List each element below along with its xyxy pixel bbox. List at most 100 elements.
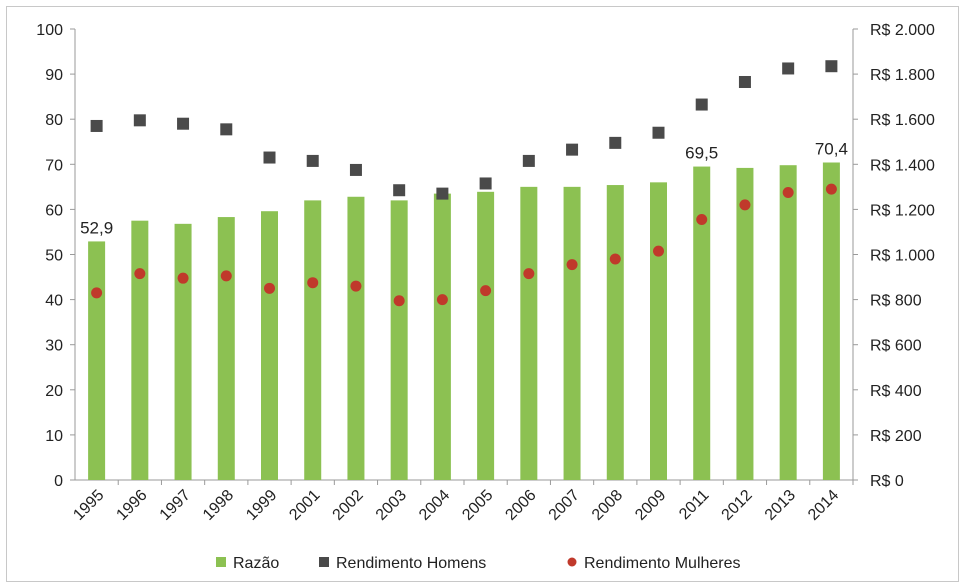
right-axis-tick-label: R$ 1.800 (870, 67, 935, 84)
data-label: 69,5 (685, 144, 718, 163)
x-axis-tick-label: 2004 (416, 487, 453, 524)
left-axis-tick-label: 20 (45, 383, 63, 400)
bar-razao (693, 166, 711, 480)
x-axis-tick-label: 2009 (632, 487, 669, 524)
left-axis-tick-label: 60 (45, 202, 63, 219)
point-rendimento-homens (349, 163, 362, 176)
left-axis-tick-label: 50 (45, 248, 63, 265)
point-rendimento-mulheres (307, 277, 319, 289)
point-rendimento-homens (695, 98, 708, 111)
bar-razao (779, 165, 797, 480)
x-axis-tick-label: 2012 (719, 487, 756, 524)
point-rendimento-homens (436, 187, 449, 200)
right-axis-tick-label: R$ 1.000 (870, 248, 935, 265)
point-rendimento-homens (825, 60, 838, 73)
point-rendimento-mulheres (393, 295, 405, 307)
right-axis-tick-label: R$ 1.200 (870, 202, 935, 219)
point-rendimento-homens (566, 143, 579, 156)
left-axis-tick-label: 90 (45, 67, 63, 84)
data-label: 52,9 (80, 218, 113, 237)
x-axis-tick-label: 1996 (113, 487, 150, 524)
x-axis-tick-label: 2005 (459, 487, 496, 524)
point-rendimento-mulheres (480, 285, 492, 297)
right-axis-tick-label: R$ 800 (870, 293, 922, 310)
bar-razao (606, 185, 624, 480)
bar-razao (390, 200, 408, 480)
bar-razao (736, 167, 754, 480)
point-rendimento-mulheres (220, 270, 232, 282)
left-axis-tick-label: 0 (54, 473, 63, 490)
bar-razao (261, 211, 278, 481)
x-axis-tick-label: 2001 (286, 487, 323, 524)
x-axis-tick-label: 1997 (157, 487, 194, 524)
right-axis-tick-label: R$ 600 (870, 338, 922, 355)
legend-swatch-razao (216, 557, 226, 567)
point-rendimento-mulheres (134, 268, 146, 280)
legend-swatch-homens (319, 557, 329, 567)
bar-razao (563, 186, 581, 480)
bar-razao (217, 217, 235, 480)
point-rendimento-homens (393, 184, 406, 197)
point-rendimento-mulheres (91, 287, 103, 299)
point-rendimento-homens (738, 75, 751, 88)
point-rendimento-homens (522, 154, 535, 167)
left-axis-tick-label: 30 (45, 338, 63, 355)
right-axis-tick-label: R$ 1.400 (870, 157, 935, 174)
right-axis-tick-label: R$ 400 (870, 383, 922, 400)
bar-razao (347, 196, 365, 480)
right-axis-tick-label: R$ 200 (870, 428, 922, 445)
left-axis-tick-label: 10 (45, 428, 63, 445)
point-rendimento-mulheres (350, 280, 362, 292)
point-rendimento-mulheres (782, 186, 794, 198)
point-rendimento-homens (782, 62, 795, 75)
bar-razao (520, 186, 538, 480)
point-rendimento-homens (306, 154, 319, 167)
point-rendimento-mulheres (825, 183, 837, 195)
right-axis-tick-label: R$ 1.600 (870, 112, 935, 129)
bar-razao (433, 193, 451, 481)
bar-razao (650, 182, 667, 480)
bar-razao (304, 200, 322, 480)
left-axis-tick-label: 40 (45, 293, 63, 310)
left-axis-tick-label: 70 (45, 157, 63, 174)
legend-swatch-mulheres (567, 557, 577, 567)
point-rendimento-homens (90, 119, 103, 132)
point-rendimento-homens (177, 117, 190, 130)
x-axis-tick-label: 2011 (676, 487, 712, 523)
left-axis-tick-label: 80 (45, 112, 63, 129)
bar-razao (88, 241, 106, 480)
x-axis-tick-label: 2014 (805, 487, 842, 524)
x-axis-tick-label: 2013 (762, 487, 799, 524)
point-rendimento-mulheres (177, 272, 189, 284)
right-axis-tick-label: R$ 2.000 (870, 22, 935, 39)
x-axis-tick-label: 1998 (200, 487, 237, 524)
left-axis-tick-label: 100 (36, 22, 63, 39)
point-rendimento-mulheres (739, 199, 751, 211)
data-label: 70,4 (815, 139, 848, 158)
legend-label: Razão (233, 555, 279, 572)
point-rendimento-mulheres (566, 259, 578, 271)
x-axis-tick-label: 2006 (502, 487, 539, 524)
point-rendimento-mulheres (696, 214, 708, 226)
x-axis-tick-label: 1995 (70, 487, 107, 524)
bar-razao (477, 191, 495, 480)
legend-label: Rendimento Mulheres (584, 555, 741, 572)
bar-razao (131, 220, 149, 481)
point-rendimento-homens (133, 114, 146, 127)
point-rendimento-homens (263, 151, 276, 164)
right-axis-tick-label: R$ 0 (870, 473, 904, 490)
bar-razao (822, 162, 840, 480)
point-rendimento-homens (479, 177, 492, 190)
point-rendimento-mulheres (436, 294, 448, 306)
x-axis-tick-label: 2002 (330, 487, 367, 524)
legend-label: Rendimento Homens (336, 555, 486, 572)
point-rendimento-homens (609, 136, 622, 149)
point-rendimento-mulheres (653, 245, 664, 257)
x-axis-tick-label: 2007 (546, 487, 583, 524)
point-rendimento-homens (220, 123, 233, 136)
bar-razao (174, 223, 192, 480)
x-axis-tick-label: 2003 (373, 487, 410, 524)
point-rendimento-mulheres (523, 268, 535, 280)
x-axis-tick-label: 2008 (589, 487, 626, 524)
